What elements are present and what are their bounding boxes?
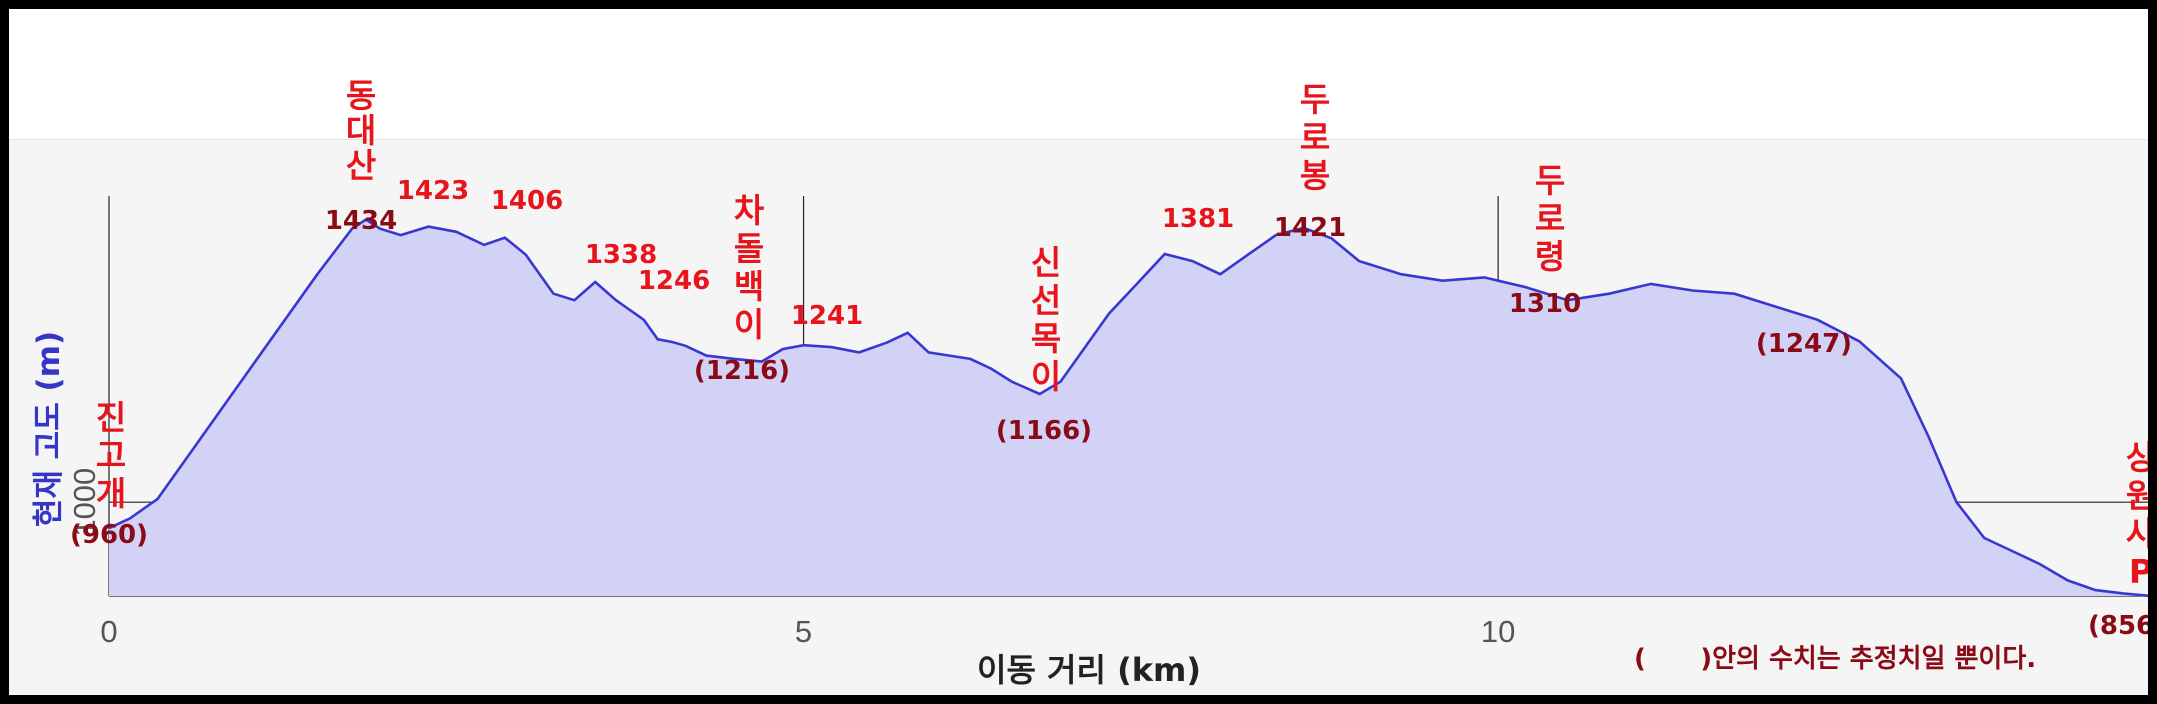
elevation-line bbox=[108, 217, 2148, 598]
peak-name-char: 산 bbox=[346, 146, 376, 185]
axis-ticks: 0 5 10 1000 bbox=[67, 468, 1515, 649]
peak-elevation-label: 1241 bbox=[791, 301, 863, 331]
peak-name-char: 목 bbox=[1031, 319, 1061, 358]
y-tick-label: 1000 bbox=[67, 468, 102, 537]
peak-elevation-label: (1166) bbox=[996, 416, 1092, 446]
peak-elevation-label: 1406 bbox=[491, 186, 563, 216]
peak-name-char: 원 bbox=[2126, 476, 2156, 515]
peak-name-char: 대 bbox=[346, 111, 376, 150]
x-tick-label: 10 bbox=[1481, 614, 1515, 649]
x-tick-label: 5 bbox=[795, 614, 812, 649]
peak-elevation-label: 1421 bbox=[1274, 213, 1346, 243]
peak-name-char: P bbox=[2129, 552, 2153, 591]
peak-name-char: 고 bbox=[96, 436, 126, 475]
peak-elevation-label: (960) bbox=[70, 520, 148, 550]
estimate-note: ( )안의 수치는 추정치일 뿐이다. bbox=[1634, 644, 2036, 674]
peak-name-char: 이 bbox=[1031, 357, 1061, 396]
peak-name-char: 두 bbox=[1535, 161, 1565, 200]
peak-name-char: 백 bbox=[734, 267, 764, 306]
peak-elevation-label: (1216) bbox=[694, 356, 790, 386]
peak-elevation-label: 1246 bbox=[638, 266, 710, 296]
peak-name-char: 사 bbox=[2126, 514, 2157, 553]
peak-name-char: 상 bbox=[2126, 438, 2156, 477]
peak-elevation-label: 1338 bbox=[585, 240, 657, 270]
x-tick-label: 0 bbox=[100, 614, 117, 649]
peak-name-char: 동 bbox=[346, 76, 376, 115]
peak-name-char: 진 bbox=[96, 398, 126, 437]
peak-name-char: 돌 bbox=[734, 229, 764, 268]
peak-elevation-label: 1310 bbox=[1509, 289, 1581, 319]
peak-name-char: 차 bbox=[734, 191, 765, 230]
peak-elevation-label: 1381 bbox=[1162, 204, 1234, 234]
peak-name-char: 개 bbox=[96, 474, 126, 513]
peak-name-char: 령 bbox=[1535, 237, 1565, 276]
peak-elevation-label: 1434 bbox=[325, 206, 397, 236]
peak-name-char: 로 bbox=[1535, 199, 1565, 238]
x-axis-title: 이동 거리 (km) bbox=[977, 651, 1201, 689]
peak-name-char: 신 bbox=[1031, 243, 1061, 282]
peak-name-char: 봉 bbox=[1300, 156, 1330, 195]
y-axis-title: 현재 고도 (m) bbox=[31, 331, 67, 527]
peak-name-char: 선 bbox=[1031, 281, 1061, 320]
peak-elevation-label: (856) bbox=[2088, 611, 2157, 641]
peak-elevation-label: (1247) bbox=[1756, 329, 1852, 359]
peak-name-char: 로 bbox=[1300, 118, 1330, 157]
peak-name-char: 이 bbox=[734, 305, 764, 344]
peak-elevation-label: 1423 bbox=[397, 176, 469, 206]
elevation-area bbox=[109, 219, 2148, 596]
peak-name-char: 두 bbox=[1300, 80, 1330, 119]
